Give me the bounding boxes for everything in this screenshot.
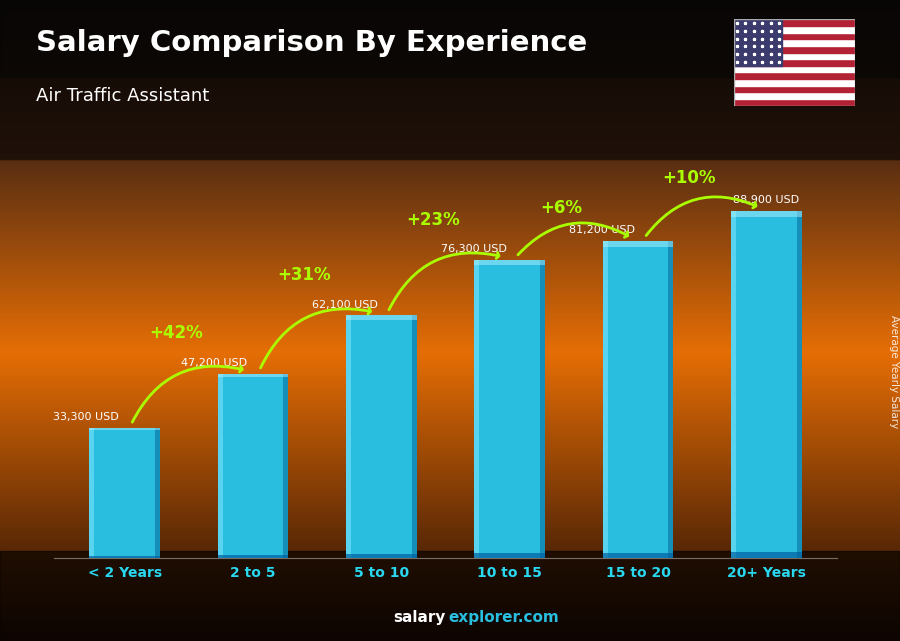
Bar xyxy=(734,86,855,92)
Bar xyxy=(284,374,288,558)
Text: explorer.com: explorer.com xyxy=(448,610,559,625)
Bar xyxy=(731,211,802,558)
Bar xyxy=(603,553,673,558)
Text: salary: salary xyxy=(393,610,446,625)
Bar xyxy=(218,555,288,558)
Bar xyxy=(669,241,673,558)
Text: +42%: +42% xyxy=(149,324,202,342)
Bar xyxy=(474,260,545,558)
Text: +23%: +23% xyxy=(406,211,460,229)
Bar xyxy=(731,211,802,217)
Bar xyxy=(734,66,855,72)
Bar xyxy=(734,99,855,106)
Bar xyxy=(734,79,855,86)
Bar xyxy=(603,241,608,558)
Bar xyxy=(89,428,94,558)
Bar xyxy=(734,19,782,66)
Bar xyxy=(734,19,855,26)
Bar xyxy=(346,315,417,558)
Bar xyxy=(218,374,288,377)
Bar xyxy=(218,374,288,558)
Bar xyxy=(603,241,673,247)
Bar xyxy=(734,26,855,33)
Text: 47,200 USD: 47,200 USD xyxy=(182,358,248,368)
Bar xyxy=(89,428,160,430)
Text: +6%: +6% xyxy=(540,199,582,217)
Bar xyxy=(0,551,900,641)
Text: 33,300 USD: 33,300 USD xyxy=(53,412,119,422)
Text: 88,900 USD: 88,900 USD xyxy=(734,195,799,205)
Bar xyxy=(734,53,855,59)
Text: 76,300 USD: 76,300 USD xyxy=(441,244,507,254)
Bar xyxy=(734,33,855,39)
Text: Average Yearly Salary: Average Yearly Salary xyxy=(888,315,899,428)
Text: 81,200 USD: 81,200 USD xyxy=(569,225,635,235)
Bar xyxy=(346,315,417,320)
Bar xyxy=(734,39,855,46)
Bar xyxy=(540,260,545,558)
Bar xyxy=(603,241,673,558)
Bar xyxy=(474,260,545,265)
Bar xyxy=(89,556,160,558)
Bar xyxy=(734,92,855,99)
Text: +10%: +10% xyxy=(662,169,716,187)
Bar xyxy=(731,211,736,558)
Text: Salary Comparison By Experience: Salary Comparison By Experience xyxy=(36,29,587,57)
Bar xyxy=(346,315,351,558)
Bar xyxy=(734,59,855,66)
Bar xyxy=(796,211,802,558)
Bar xyxy=(734,46,855,53)
Text: Air Traffic Assistant: Air Traffic Assistant xyxy=(36,87,209,104)
Bar xyxy=(218,374,222,558)
Bar xyxy=(734,72,855,79)
Bar xyxy=(346,554,417,558)
Text: 62,100 USD: 62,100 USD xyxy=(312,299,378,310)
Bar xyxy=(731,553,802,558)
Text: +31%: +31% xyxy=(277,266,331,284)
Bar xyxy=(89,428,160,558)
Bar xyxy=(474,553,545,558)
Bar xyxy=(155,428,160,558)
Bar xyxy=(474,260,480,558)
Bar xyxy=(411,315,417,558)
Bar xyxy=(0,0,900,77)
